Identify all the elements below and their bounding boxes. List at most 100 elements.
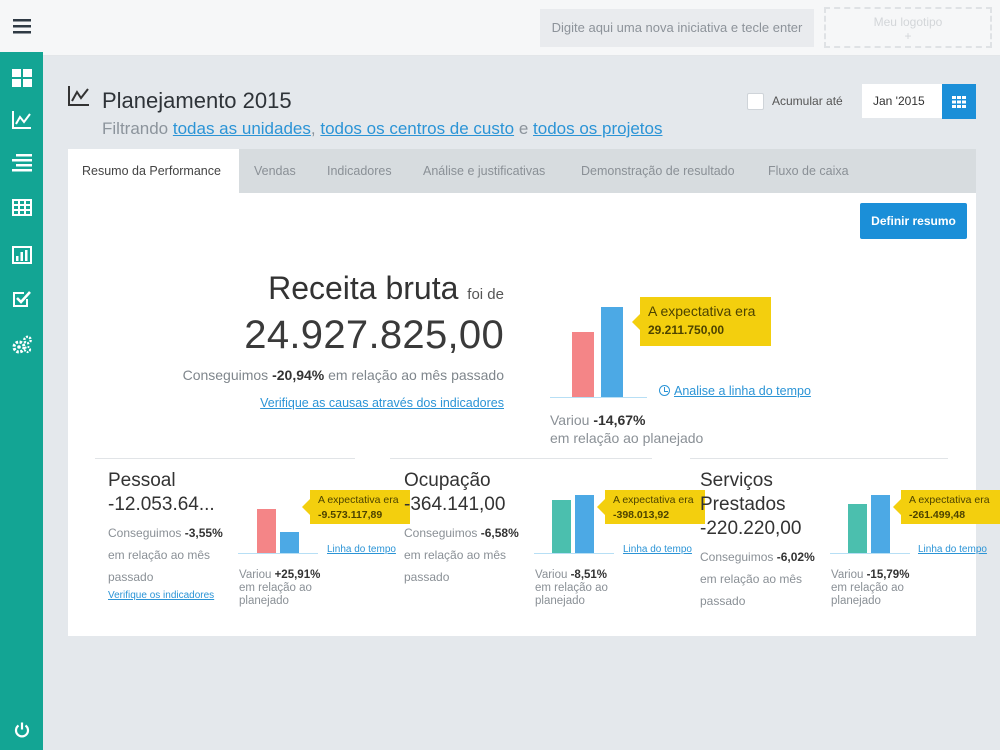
variation-line: em relação ao — [239, 582, 312, 594]
accumulate-checkbox[interactable] — [747, 93, 764, 110]
tooltip-label: A expectativa era — [648, 303, 756, 319]
card-title-line: Pessoal — [108, 470, 176, 491]
variation-line: Variou -8,51% — [535, 569, 608, 582]
filter-prefix: Filtrando — [102, 119, 169, 138]
logo-upload-placeholder[interactable]: Meu logotipo + — [824, 7, 992, 48]
timeline-link[interactable]: Linha do tempo — [623, 544, 692, 555]
card-expected-bar — [280, 532, 299, 553]
card-expectation-tooltip: A expectativa era -398.013,92 — [597, 490, 705, 524]
menu-toggle-button[interactable] — [0, 0, 43, 52]
card-value: -220.220,00 — [700, 518, 802, 539]
logo-plus: + — [904, 29, 912, 43]
sidebar-item-dashboard[interactable] — [0, 63, 43, 93]
tooltip-value: -9.573.117,89 — [318, 509, 383, 521]
summary-panel — [68, 193, 976, 636]
tooltip-value: 29.211.750,00 — [648, 323, 725, 337]
filter-projects-link[interactable]: todos os projetos — [533, 119, 663, 138]
cmp-line: Conseguimos -6,02% — [700, 546, 815, 568]
power-icon — [14, 722, 29, 738]
tooltip-label: A expectativa era — [909, 494, 990, 506]
sidebar-item-reports[interactable] — [0, 240, 43, 270]
tab-bar: Resumo da Performance Vendas Indicadores… — [68, 149, 976, 193]
main-expected-bar — [601, 307, 623, 397]
calendar-grid-icon — [952, 95, 966, 108]
page-title: Planejamento 2015 — [102, 88, 292, 113]
line-chart-icon — [11, 111, 31, 129]
variation-line: Variou -14,67% — [550, 411, 703, 429]
sidebar-item-planning[interactable] — [0, 105, 43, 135]
sidebar-item-table[interactable] — [0, 192, 43, 222]
cmp-prefix: Conseguimos — [108, 526, 182, 540]
card-title-services: Serviços Prestados -220.220,00 — [700, 469, 801, 541]
metric-title-suffix: foi de — [467, 286, 504, 303]
card-variation: Variou +25,91% em relação ao planejado — [239, 569, 320, 608]
varied-prefix: Variou — [239, 569, 272, 581]
card-title-occupancy: Ocupação -364.141,00 — [404, 469, 505, 517]
card-comparison: Conseguimos -3,55% em relação ao mês pas… — [108, 522, 223, 588]
card-chart-baseline — [830, 553, 910, 554]
initiative-input[interactable]: Digite aqui uma nova iniciativa e tecle … — [540, 9, 814, 47]
varied-prefix: Variou — [550, 412, 590, 428]
timeline-link[interactable]: Linha do tempo — [327, 544, 396, 555]
varied-value: -14,67% — [593, 412, 646, 428]
tab-cash-flow[interactable]: Fluxo de caixa — [768, 164, 849, 178]
varied-value: -8,51% — [570, 569, 608, 581]
card-expectation-tooltip: A expectativa era -9.573.117,89 — [302, 490, 410, 524]
card-separator — [95, 458, 355, 459]
card-actual-bar — [257, 509, 276, 553]
variation-line: planejado — [535, 595, 585, 607]
cmp-value: -6,58% — [480, 526, 519, 540]
varied-value: +25,91% — [274, 569, 321, 581]
card-separator — [690, 458, 948, 459]
logout-button[interactable] — [0, 715, 43, 745]
cmp-line: passado — [108, 570, 154, 584]
sidebar-item-settings[interactable] — [0, 330, 43, 360]
line-chart-icon — [68, 86, 89, 106]
define-summary-button[interactable]: Definir resumo — [860, 203, 967, 239]
topbar: Digite aqui uma nova iniciativa e tecle … — [43, 0, 1000, 56]
cmp-line: em relação ao mês — [108, 548, 211, 562]
variation-line: planejado — [239, 595, 289, 607]
filter-cost-centers-link[interactable]: todos os centros de custo — [320, 119, 515, 138]
sidebar-item-tasks[interactable] — [0, 284, 43, 314]
calendar-button[interactable] — [942, 84, 976, 119]
dashboard-icon — [11, 69, 32, 87]
main-metric-value: 24.927.825,00 — [244, 313, 504, 357]
card-title-line: Ocupação — [404, 470, 491, 491]
cmp-line: em relação ao mês — [700, 572, 803, 586]
cmp-line: passado — [700, 594, 746, 608]
filter-separator: , — [310, 119, 316, 138]
tab-performance-summary[interactable]: Resumo da Performance — [68, 149, 239, 193]
cmp-line: Conseguimos -3,55% — [108, 522, 223, 544]
bar-chart-icon — [11, 246, 32, 264]
main-chart-baseline — [550, 397, 647, 398]
check-indicators-link[interactable]: Verifique os indicadores — [108, 590, 215, 601]
timeline-link[interactable]: Linha do tempo — [918, 544, 987, 555]
cmp-suffix: em relação ao mês passado — [328, 367, 504, 383]
variation-line: planejado — [831, 595, 881, 607]
tab-sales[interactable]: Vendas — [254, 164, 296, 178]
hamburger-icon — [12, 18, 31, 33]
main-metric-comparison: Conseguimos -20,94% em relação ao mês pa… — [183, 367, 504, 383]
accumulate-label: Acumular até — [772, 94, 843, 108]
cmp-value: -20,94% — [272, 367, 325, 383]
timeline-link[interactable]: Analise a linha do tempo — [659, 384, 811, 398]
gears-icon — [12, 335, 32, 354]
filter-separator: e — [518, 119, 529, 138]
tab-indicators[interactable]: Indicadores — [327, 164, 392, 178]
tooltip-value: -398.013,92 — [613, 509, 670, 521]
variation-line: em relação ao — [535, 582, 608, 594]
cmp-prefix: Conseguimos — [404, 526, 478, 540]
check-indicators-link[interactable]: Verifique as causas através dos indicado… — [260, 396, 504, 410]
card-comparison: Conseguimos -6,58% em relação ao mês pas… — [404, 522, 519, 588]
tab-analysis[interactable]: Análise e justificativas — [423, 164, 546, 178]
variation-line: Variou -15,79% — [831, 569, 909, 582]
sidebar-item-list[interactable] — [0, 148, 43, 178]
date-field[interactable]: Jan '2015 — [862, 84, 942, 118]
tooltip-label: A expectativa era — [613, 494, 694, 506]
cmp-line: Conseguimos -6,58% — [404, 522, 519, 544]
cmp-value: -6,02% — [776, 550, 815, 564]
tab-income-statement[interactable]: Demonstração de resultado — [581, 164, 735, 178]
main-expectation-tooltip: A expectativa era 29.211.750,00 — [632, 297, 771, 346]
filter-units-link[interactable]: todas as unidades — [172, 119, 311, 138]
